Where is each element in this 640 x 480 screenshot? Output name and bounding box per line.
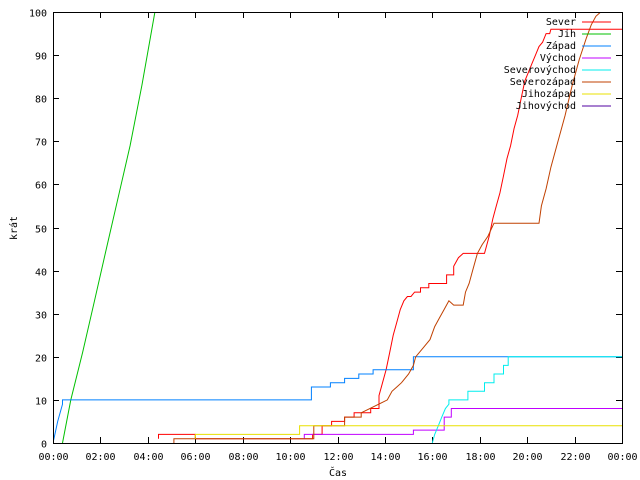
y-axis-label: krát (8, 216, 20, 240)
y-tick-label: 80 (35, 95, 47, 106)
legend: SeverJihZápadVýchodSeverovýchodSeverozáp… (504, 17, 611, 112)
y-tick-label: 70 (35, 138, 47, 149)
y-tick-label: 30 (35, 311, 47, 322)
x-tick-label: 12:00 (323, 452, 353, 463)
x-tick-label: 20:00 (512, 452, 542, 463)
y-tick-label: 0 (41, 440, 47, 451)
series-line-1 (62, 12, 156, 443)
legend-label: Západ (546, 40, 576, 52)
legend-label: Severovýchod (504, 64, 576, 76)
y-tick-label: 10 (35, 397, 47, 408)
x-tick-label: 18:00 (465, 452, 495, 463)
legend-label: Jihovýchod (516, 100, 576, 112)
legend-label: Východ (540, 52, 576, 64)
legend-label: Jihozápad (522, 88, 576, 100)
ticks-layer: 0 10 20 30 40 50 60 70 80 90 100 00:00 02:00 04:00 06:… (29, 9, 638, 464)
x-tick-label: 06:00 (180, 452, 210, 463)
x-tick-label: 22:00 (560, 452, 590, 463)
x-tick-label: 00:00 (38, 452, 68, 463)
y-tick-label: 60 (35, 181, 47, 192)
series-line-6 (194, 425, 622, 439)
x-tick-label: 16:00 (417, 452, 447, 463)
x-tick-label: 02:00 (85, 452, 115, 463)
series-line-0 (158, 28, 622, 440)
legend-label: Severozápad (510, 76, 576, 88)
series-line-2 (53, 356, 622, 443)
x-tick-label: 14:00 (370, 452, 400, 463)
legend-label: Sever (546, 17, 576, 28)
y-tick-label: 90 (35, 52, 47, 63)
y-tick-label: 40 (35, 268, 47, 279)
x-tick-label: 04:00 (133, 452, 163, 463)
series-line-5 (173, 12, 602, 443)
series-layer (53, 12, 622, 443)
x-tick-label: 08:00 (228, 452, 258, 463)
x-tick-label: 10:00 (275, 452, 305, 463)
y-tick-label: 100 (29, 9, 47, 20)
series-line-4 (431, 356, 622, 443)
x-tick-label: 00:00 (607, 452, 637, 463)
plot-frame (53, 12, 623, 444)
x-axis-title: Čas (329, 466, 347, 479)
legend-label: Jih (558, 29, 576, 40)
series-line-3 (303, 408, 622, 439)
y-axis-title: krát (8, 216, 20, 240)
y-tick-label: 50 (35, 225, 47, 236)
y-tick-label: 20 (35, 354, 47, 365)
